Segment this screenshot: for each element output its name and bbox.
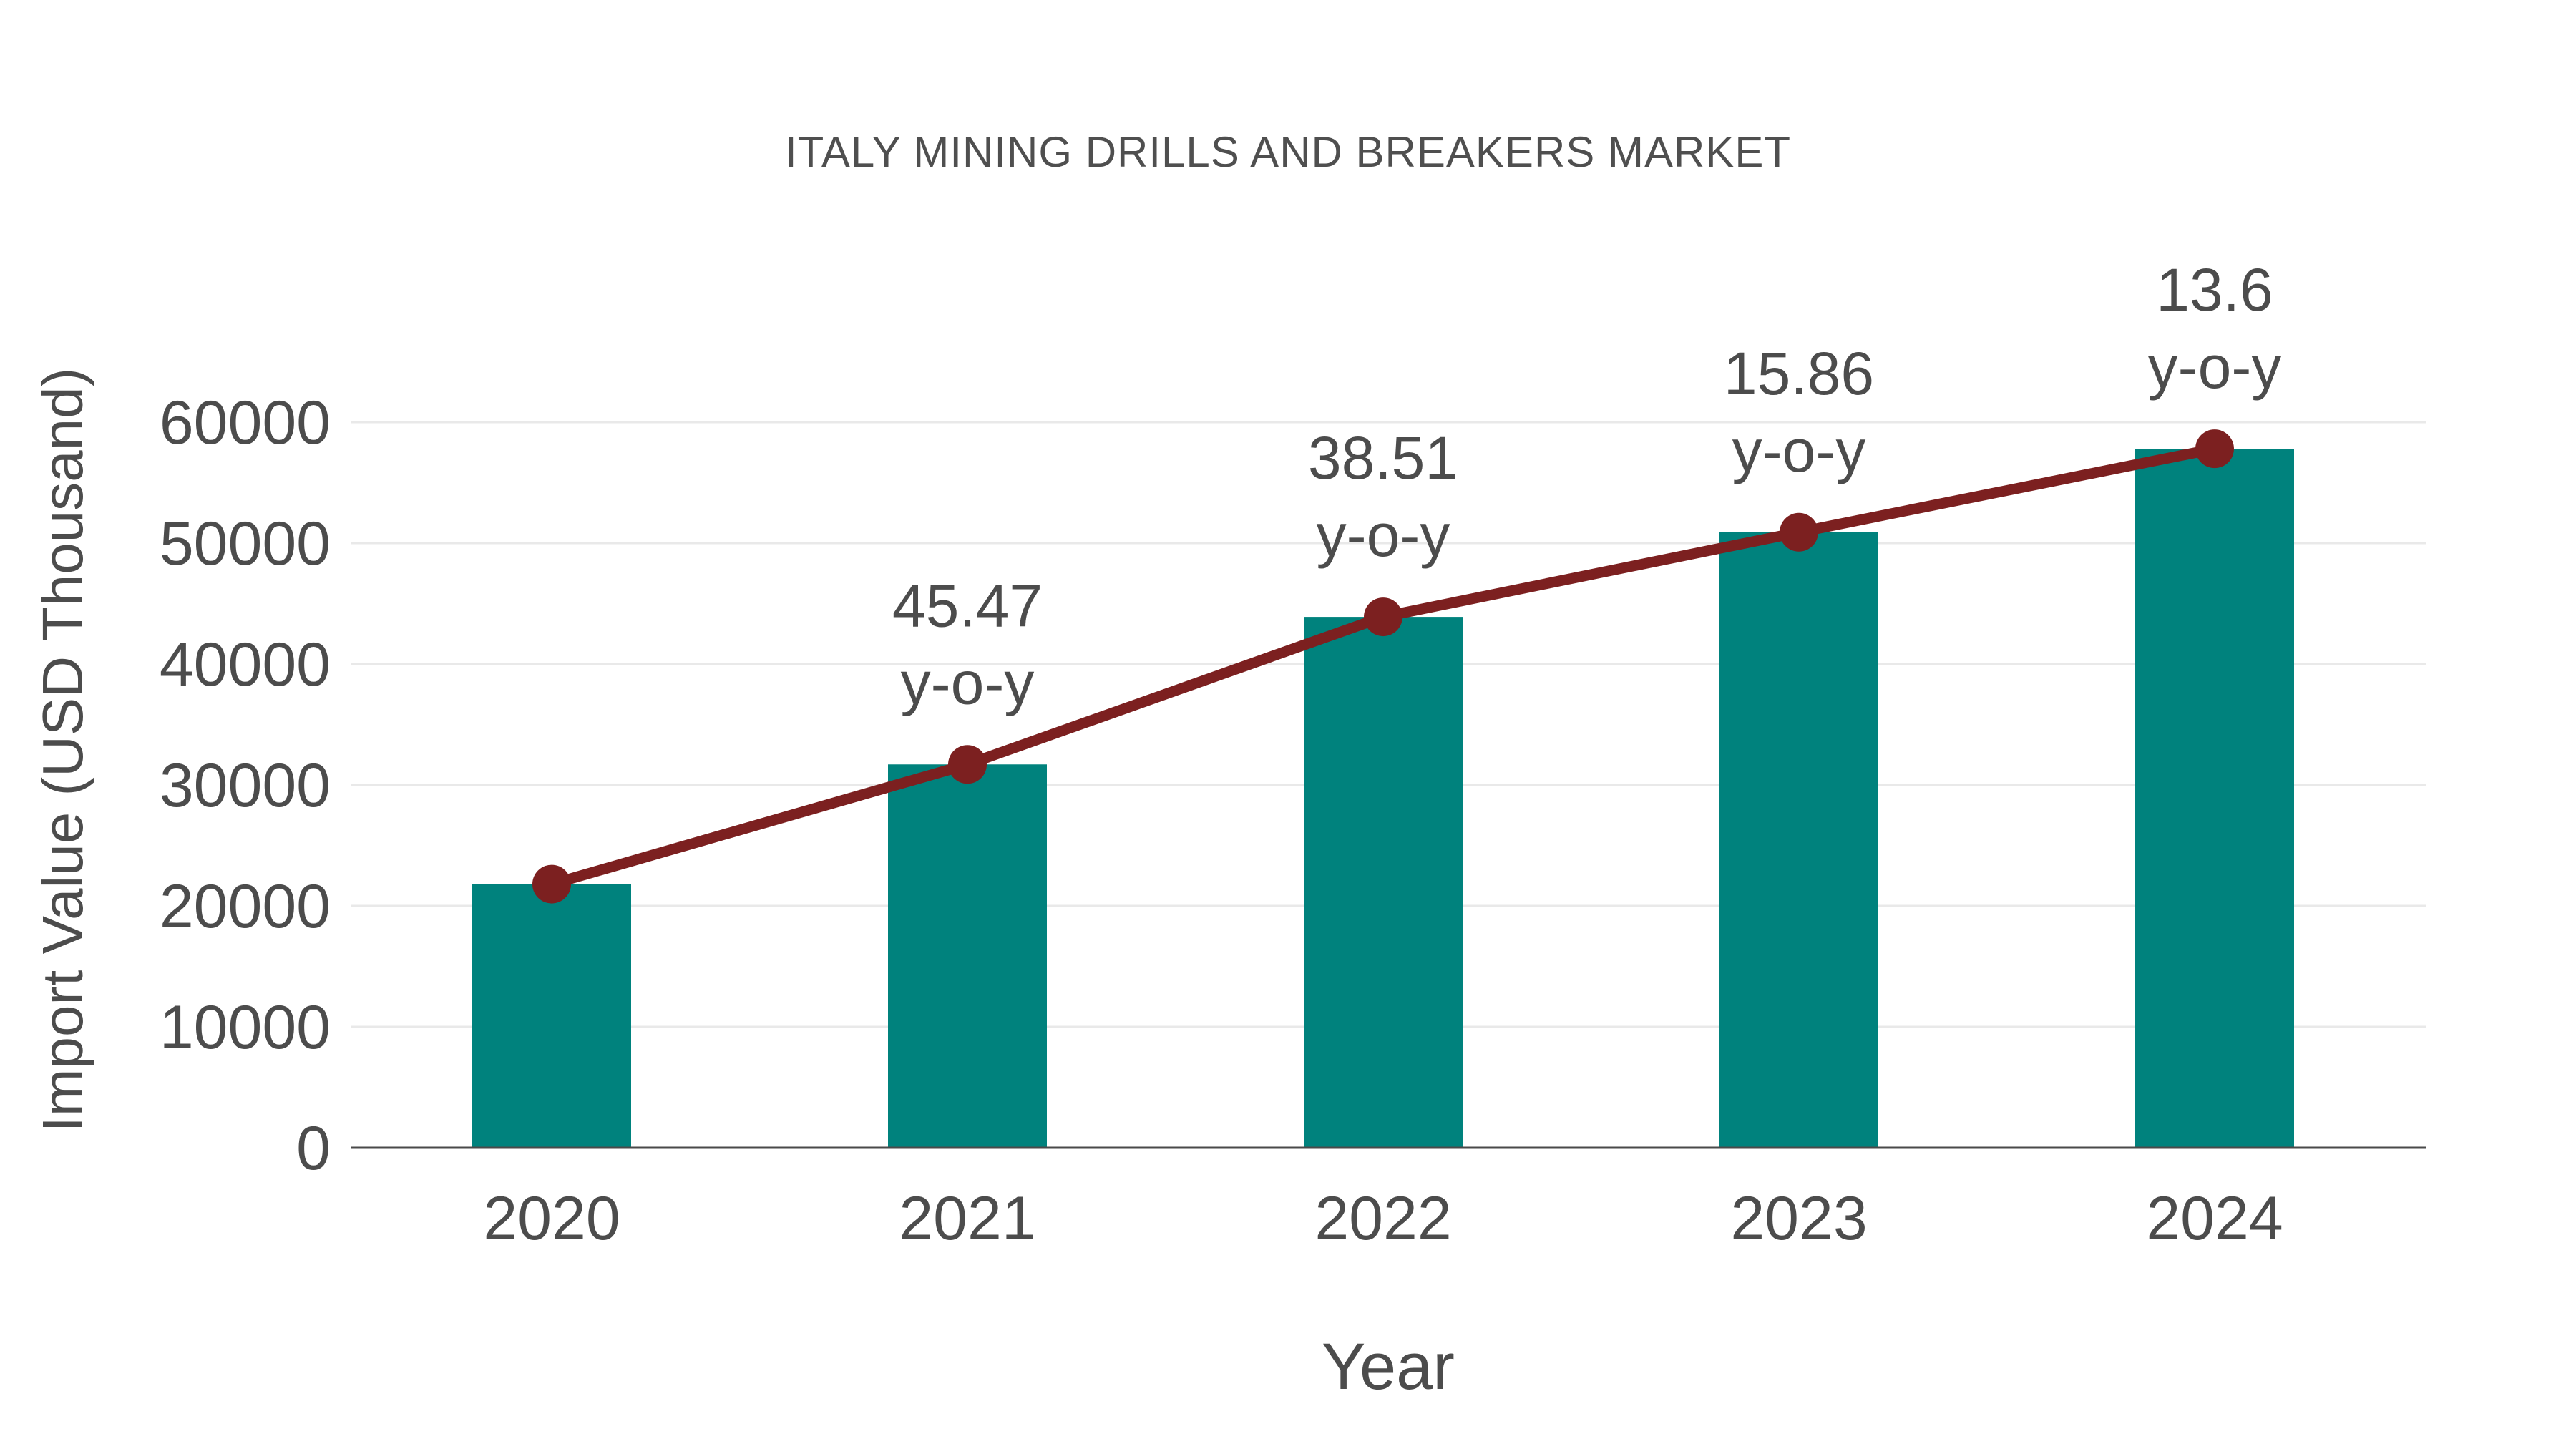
marker-2021[interactable] — [948, 745, 987, 784]
annotation-suffix-2021: y-o-y — [901, 649, 1035, 716]
annotation-value-2021: 45.47 — [892, 572, 1043, 639]
bar-2023[interactable] — [1719, 532, 1878, 1148]
marker-2022[interactable] — [1364, 597, 1402, 637]
chart-title: ITALY MINING DRILLS AND BREAKERS MARKET — [785, 128, 1791, 176]
y-tick-label-10000: 10000 — [160, 993, 331, 1062]
x-axis-title: Year — [1322, 1330, 1455, 1403]
x-tick-label-2022: 2022 — [1314, 1184, 1451, 1253]
marker-2023[interactable] — [1780, 512, 1818, 552]
annotation-value-2022: 38.51 — [1308, 424, 1458, 492]
marker-2024[interactable] — [2195, 429, 2234, 469]
x-tick-label-2020: 2020 — [483, 1184, 620, 1253]
x-tick-label-2024: 2024 — [2146, 1184, 2283, 1253]
marker-2020[interactable] — [532, 864, 571, 904]
y-tick-label-60000: 60000 — [160, 389, 331, 457]
bar-2020[interactable] — [472, 884, 631, 1148]
bar-2022[interactable] — [1304, 617, 1463, 1148]
bar-2024[interactable] — [2135, 449, 2294, 1148]
y-tick-label-0: 0 — [296, 1114, 331, 1183]
annotation-suffix-2024: y-o-y — [2148, 333, 2282, 401]
y-tick-label-20000: 20000 — [160, 872, 331, 941]
y-tick-label-40000: 40000 — [160, 630, 331, 699]
x-tick-label-2021: 2021 — [899, 1184, 1035, 1253]
annotation-value-2024: 13.6 — [2156, 256, 2273, 323]
x-tick-label-2023: 2023 — [1730, 1184, 1867, 1253]
annotation-value-2023: 15.86 — [1724, 340, 1874, 407]
annotation-suffix-2022: y-o-y — [1317, 502, 1450, 569]
y-tick-label-50000: 50000 — [160, 509, 331, 578]
annotation-suffix-2023: y-o-y — [1732, 417, 1866, 484]
y-tick-label-30000: 30000 — [160, 751, 331, 820]
bar-2021[interactable] — [888, 764, 1047, 1148]
